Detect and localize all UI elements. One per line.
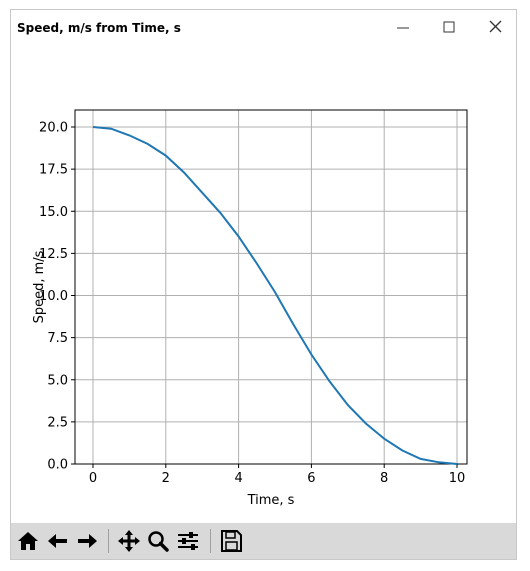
y-tick-label: 2.5 (47, 415, 68, 430)
save-button[interactable] (218, 528, 244, 554)
title-bar: Speed, m/s from Time, s (11, 10, 516, 44)
y-tick-label: 10.0 (39, 289, 68, 304)
figure-window: Speed, m/s from Time, s 0 2 4 6 8 10 0.0 2.5 5.0… (10, 9, 517, 560)
navigation-toolbar (11, 523, 516, 559)
y-tick-label: 5.0 (47, 373, 68, 388)
toolbar-separator (210, 529, 211, 553)
y-tick-label: 17.5 (39, 163, 68, 178)
back-button[interactable] (45, 528, 71, 554)
x-axis-label: Time, s (247, 493, 295, 508)
home-icon (18, 532, 38, 550)
y-tick-label: 7.5 (47, 331, 68, 346)
home-button[interactable] (15, 528, 41, 554)
y-tick-label: 0.0 (47, 458, 68, 473)
speed-curve (92, 126, 458, 465)
grid-lines (75, 110, 467, 465)
zoom-icon (148, 531, 169, 552)
pan-button[interactable] (116, 528, 142, 554)
minimize-icon (397, 27, 409, 29)
axis-ticks: 0 2 4 6 8 10 0.0 2.5 5.0 7.5 10.0 12.5 15.0 17.5 20.0 (39, 121, 465, 487)
maximize-icon (443, 21, 455, 33)
configure-subplots-icon (178, 532, 198, 550)
zoom-button[interactable] (145, 528, 171, 554)
line-chart: 0 2 4 6 8 100.02.55.07.510.012.515.017.520.0 … (32, 109, 468, 508)
configure-subplots-button[interactable] (175, 528, 201, 554)
pan-icon (118, 530, 140, 552)
toolbar-separator (108, 529, 109, 553)
close-icon (489, 20, 502, 33)
minimize-button[interactable] (390, 16, 416, 38)
window-title: Speed, m/s from Time, s (17, 21, 181, 35)
x-tick-label: 8 (380, 471, 388, 486)
forward-button[interactable] (74, 528, 100, 554)
y-tick-label: 20.0 (39, 121, 68, 136)
save-icon (221, 530, 242, 552)
x-tick-label: 10 (449, 471, 466, 486)
x-tick-label: 4 (234, 471, 242, 486)
plot-canvas[interactable]: 0 2 4 6 8 10 0.0 2.5 5.0 7.5 10.0 12.5 15.0 17.5 20.0 … (11, 44, 516, 522)
y-tick-label: 15.0 (39, 205, 68, 220)
x-tick-label: 2 (162, 471, 170, 486)
back-arrow-icon (48, 534, 67, 548)
y-tick-label: 12.5 (39, 247, 68, 262)
close-button[interactable] (483, 16, 509, 38)
forward-arrow-icon (78, 534, 97, 548)
maximize-button[interactable] (436, 16, 462, 38)
x-tick-label: 6 (307, 471, 315, 486)
axes-frame (74, 109, 468, 465)
y-axis-label: Speed, m/s (32, 250, 47, 323)
x-tick-label: 0 (89, 471, 97, 486)
